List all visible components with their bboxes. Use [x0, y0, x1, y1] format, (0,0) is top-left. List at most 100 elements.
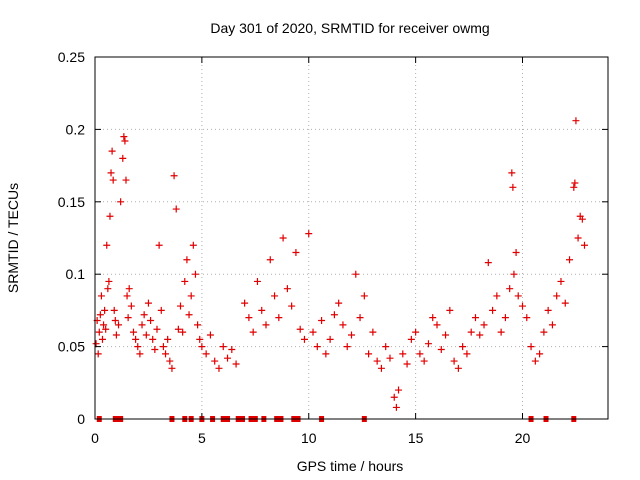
data-point [164, 335, 172, 343]
data-point [117, 198, 125, 206]
data-point [179, 328, 187, 336]
data-point [187, 292, 195, 300]
data-point [102, 325, 110, 333]
data-point [403, 360, 411, 368]
data-point [151, 345, 159, 353]
data-point [253, 277, 261, 285]
data-point [356, 314, 364, 322]
data-point [288, 302, 296, 310]
data-point [194, 321, 202, 329]
data-point [512, 248, 520, 256]
data-point [433, 321, 441, 329]
data-point [138, 321, 146, 329]
data-point [211, 357, 219, 365]
data-point [497, 328, 505, 336]
data-point [420, 357, 428, 365]
data-point [377, 364, 385, 372]
data-point [166, 357, 174, 365]
data-point [352, 270, 360, 278]
data-point [153, 325, 161, 333]
grid-layer [95, 57, 608, 419]
y-tick-label: 0 [77, 411, 85, 427]
data-point [369, 328, 377, 336]
data-point [463, 350, 471, 358]
data-point [437, 345, 445, 353]
data-point [109, 176, 117, 184]
y-tick-label: 0.1 [66, 266, 86, 282]
data-point [386, 354, 394, 362]
data-point [142, 331, 150, 339]
data-point [412, 328, 420, 336]
data-point [450, 357, 458, 365]
data-point [198, 343, 206, 351]
data-point [119, 154, 127, 162]
data-point [292, 248, 300, 256]
data-point [107, 169, 115, 177]
data-point [365, 350, 373, 358]
x-tick-label: 20 [515, 430, 531, 446]
data-point [172, 205, 180, 213]
data-point [162, 350, 170, 358]
x-tick-label: 5 [198, 430, 206, 446]
data-point [501, 314, 509, 322]
data-point [271, 292, 279, 300]
data-point [95, 328, 103, 336]
data-point [98, 335, 106, 343]
data-point [228, 345, 236, 353]
data-point [202, 350, 210, 358]
data-point [480, 321, 488, 329]
data-point [578, 215, 586, 223]
data-point [258, 306, 266, 314]
data-point [134, 343, 142, 351]
data-point [531, 357, 539, 365]
data-point [183, 256, 191, 264]
data-point [510, 270, 518, 278]
data-point [493, 292, 501, 300]
data-point [544, 306, 552, 314]
data-point [382, 343, 390, 351]
data-point [416, 350, 424, 358]
data-point [92, 340, 100, 348]
ticks-layer: 0 0.05 0.1 0.15 0.2 0.25 0 5 10 15 20 [58, 49, 608, 446]
y-axis-label: SRMTID / TECUs [5, 183, 21, 293]
data-point [219, 343, 227, 351]
data-point [245, 314, 253, 322]
data-point [144, 299, 152, 307]
data-point [305, 230, 313, 238]
data-point [509, 183, 517, 191]
data-point [395, 386, 403, 394]
chart-title: Day 301 of 2020, SRMTID for receiver owm… [210, 20, 489, 36]
data-point [132, 335, 140, 343]
y-tick-label: 0.2 [66, 121, 86, 137]
data-point [476, 331, 484, 339]
data-point [140, 311, 148, 319]
data-point [125, 285, 133, 293]
data-point [111, 317, 119, 325]
data-point [296, 325, 304, 333]
data-point [108, 147, 116, 155]
data-point [326, 335, 334, 343]
data-point [122, 176, 130, 184]
data-point [348, 331, 355, 339]
y-tick-label: 0.15 [58, 194, 85, 210]
data-point [105, 277, 113, 285]
data-point [283, 285, 291, 293]
data-point [232, 360, 240, 368]
data-point [514, 292, 522, 300]
x-tick-label: 0 [91, 430, 99, 446]
data-point [335, 299, 343, 307]
data-point [574, 234, 582, 242]
data-point [170, 172, 178, 180]
data-point [112, 331, 120, 339]
data-point [454, 364, 462, 372]
data-point [157, 306, 165, 314]
data-point [121, 137, 129, 145]
data-point [168, 364, 176, 372]
data-point [471, 314, 479, 322]
data-point [343, 343, 351, 351]
data-point [484, 259, 492, 267]
data-point [459, 343, 467, 351]
data-point [224, 354, 232, 362]
